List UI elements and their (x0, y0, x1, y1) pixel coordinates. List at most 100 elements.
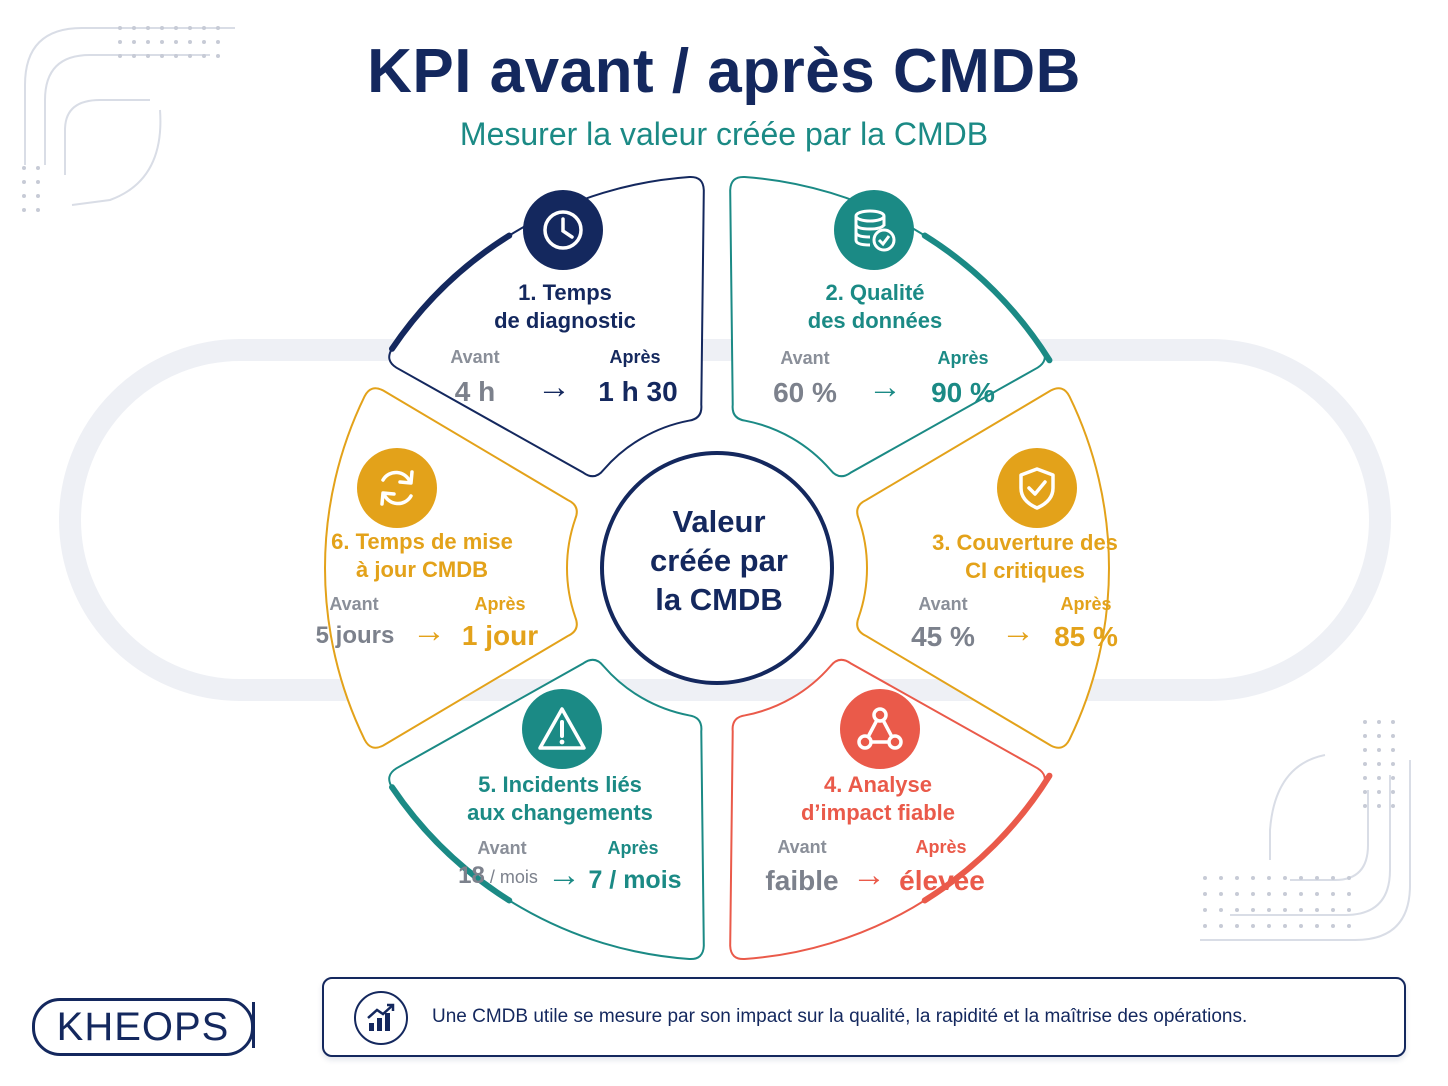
center-circle (600, 451, 834, 685)
decor-dot (1203, 892, 1207, 896)
segment-5-arrow: → (547, 856, 581, 894)
decor-dot (1203, 924, 1207, 928)
decor-dot (188, 54, 192, 58)
decor-dot (188, 40, 192, 44)
decor-dot (1203, 908, 1207, 912)
decor-dot (160, 54, 164, 58)
segment-1-after-value: 1 h 30 (598, 376, 678, 407)
segment-6-after-value: 1 jour (461, 620, 539, 651)
page-subtitle: Mesurer la valeur créée par la CMDB (459, 116, 989, 152)
database-check-icon (834, 190, 914, 270)
footer-banner: Une CMDB utile se mesure par son impact … (322, 977, 1406, 1057)
decor-dot (1283, 924, 1287, 928)
footer-text: Une CMDB utile se mesure par son impact … (432, 1006, 1248, 1027)
page-title: KPI avant / après CMDB (367, 37, 1081, 106)
decor-dot (1363, 748, 1367, 752)
decor-dot (1267, 876, 1271, 880)
decor-dot (1377, 804, 1381, 808)
warning-icon (522, 689, 602, 769)
decor-dot (174, 54, 178, 58)
decor-dot (1377, 748, 1381, 752)
decor-dot (1391, 762, 1395, 766)
segment-3-arrow: → (1001, 612, 1035, 650)
decor-dot (1363, 776, 1367, 780)
decor-dot (36, 194, 40, 198)
decor-dot (1235, 908, 1239, 912)
decor-dot (132, 40, 136, 44)
decor-dot (146, 54, 150, 58)
segment-5-before-number: 18 (458, 862, 485, 889)
segment-4-arrow: → (852, 856, 886, 894)
segment-1-title-line-2: de diagnostic (494, 308, 636, 333)
decor-dot (1391, 804, 1395, 808)
decor-dot (1363, 762, 1367, 766)
segment-6-title: 6. Temps de mise à jour CMDB (277, 528, 567, 584)
segment-2-title: 2. Qualité des données (730, 279, 1020, 335)
decor-dot (1331, 876, 1335, 880)
decor-dot (1267, 892, 1271, 896)
decor-dot (1315, 908, 1319, 912)
segment-6-before-label: Avant (329, 594, 379, 614)
decor-dot (36, 166, 40, 170)
decor-dot (1391, 790, 1395, 794)
decor-dot (1377, 762, 1381, 766)
decor-dot (36, 180, 40, 184)
decor-dot (1299, 924, 1303, 928)
decor-dot (22, 180, 26, 184)
kheops-logo: KHEOPS (32, 998, 254, 1056)
decor-dot (146, 40, 150, 44)
decor-dot (1331, 908, 1335, 912)
decor-dot (1315, 876, 1319, 880)
center-line-1: Valeur (672, 504, 766, 539)
logo-bar (252, 1002, 255, 1048)
decor-dot (1363, 720, 1367, 724)
decor-dot (118, 26, 122, 30)
decor-dot (1235, 876, 1239, 880)
segment-2-after-label: Après (937, 348, 989, 368)
decor-dot (1391, 776, 1395, 780)
segment-2-title-line-2: des données (807, 308, 943, 333)
segment-2-arrow: → (868, 368, 902, 406)
decor-dot (1283, 908, 1287, 912)
decor-dot (22, 208, 26, 212)
decor-dot (188, 26, 192, 30)
segment-6-after-label: Après (474, 594, 526, 614)
segment-4-shape (729, 658, 1046, 961)
decor-dot (1251, 924, 1255, 928)
decor-dot (1347, 908, 1351, 912)
segment-5-title: 5. Incidents liés aux changements (415, 771, 705, 827)
segment-3-before-label: Avant (918, 594, 968, 614)
segment-1-accent-arc (389, 232, 513, 352)
decor-dot (1363, 790, 1367, 794)
segment-3-title-line-1: 3. Couverture des (932, 530, 1118, 555)
decor-dot (1267, 908, 1271, 912)
decor-dot (132, 54, 136, 58)
segment-1-before-label: Avant (450, 347, 500, 367)
decor-dot (1235, 924, 1239, 928)
center-line-3: la CMDB (655, 582, 783, 617)
segment-5-before-value: 18 / mois (418, 862, 578, 890)
segment-1-after-label: Après (609, 347, 661, 367)
segment-1-title: 1. Temps de diagnostic (420, 279, 710, 335)
clock-icon (523, 190, 603, 270)
decor-dot (160, 40, 164, 44)
decor-dot (1347, 876, 1351, 880)
decor-dot (1363, 804, 1367, 808)
decor-dot (1331, 892, 1335, 896)
decor-dot (1283, 876, 1287, 880)
segment-4-before-label: Avant (777, 837, 827, 857)
segment-4-title-line-2: d’impact fiable (800, 800, 956, 825)
segment-6-before-value: 5 jours (315, 622, 395, 649)
growth-chart-icon (354, 991, 408, 1045)
decor-dot (160, 26, 164, 30)
decor-dot (1299, 892, 1303, 896)
decor-dot (118, 40, 122, 44)
decor-dot (1347, 924, 1351, 928)
segment-5-before-label: Avant (477, 838, 527, 858)
decor-dot (1251, 892, 1255, 896)
segment-5-accent-arc (389, 784, 513, 904)
segment-4-accent-arc (921, 772, 1053, 904)
segment-2-accent-arc (921, 232, 1053, 364)
decor-dot (1235, 892, 1239, 896)
decor-dot (1219, 924, 1223, 928)
